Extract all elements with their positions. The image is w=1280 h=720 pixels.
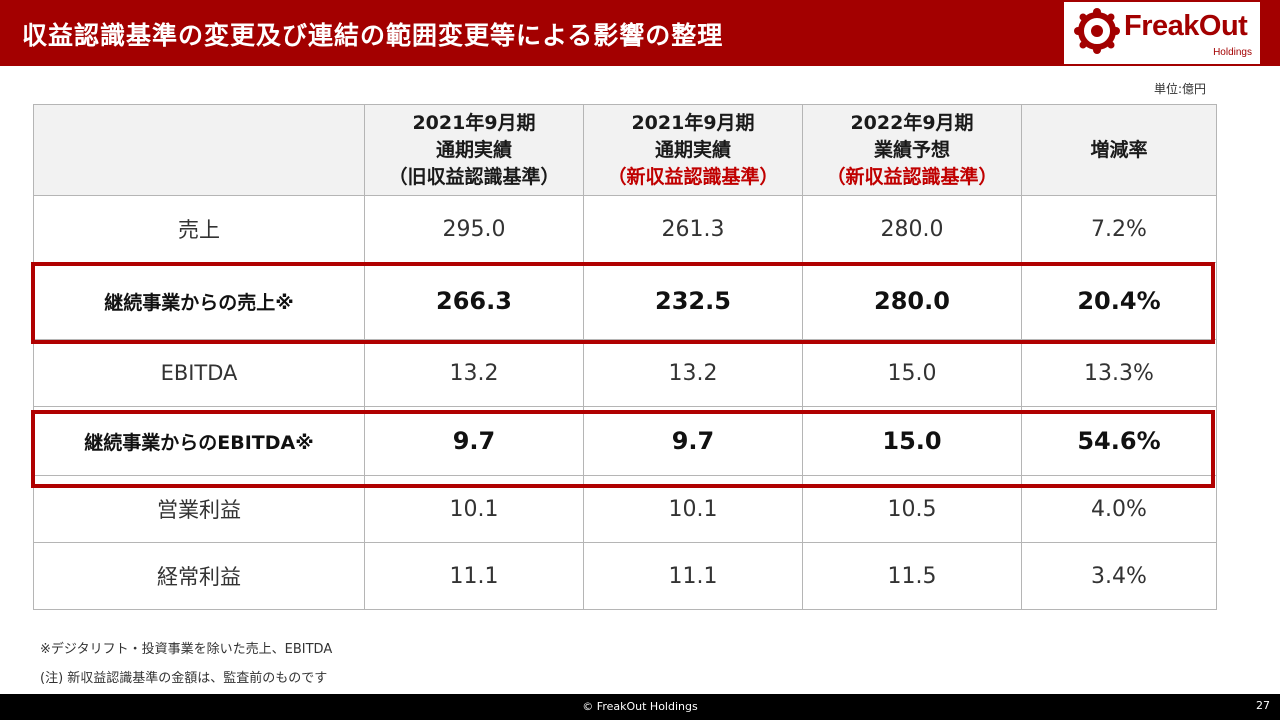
- header-col-1: 2021年9月期 通期実績 （新収益認識基準）: [583, 104, 803, 196]
- cell-value: 7.2%: [1021, 195, 1217, 263]
- cell-value: 11.1: [583, 542, 803, 610]
- table-row-sales: 売上 295.0 261.3 280.0 7.2%: [33, 195, 1217, 263]
- table-header-row: 2021年9月期 通期実績 （旧収益認識基準） 2021年9月期 通期実績 （新…: [33, 104, 1217, 196]
- cell-value: 280.0: [802, 262, 1022, 340]
- table-row-ebitda: EBITDA 13.2 13.2 15.0 13.3%: [33, 339, 1217, 407]
- footer-bar: © FreakOut Holdings 27: [0, 694, 1280, 720]
- footnote-2: (注) 新収益認識基準の金額は、監査前のものです: [40, 671, 328, 686]
- row-label: 売上: [33, 195, 365, 263]
- cell-value: 13.2: [364, 339, 584, 407]
- cell-value: 9.7: [364, 406, 584, 476]
- cell-value: 11.1: [364, 542, 584, 610]
- cell-value: 280.0: [802, 195, 1022, 263]
- cell-value: 10.1: [364, 475, 584, 543]
- header-bar: 収益認識基準の変更及び連結の範囲変更等による影響の整理 FreakOut Hol…: [0, 0, 1280, 66]
- row-label: 経常利益: [33, 542, 365, 610]
- logo-mark-icon: [1074, 8, 1120, 54]
- header-col-2: 2022年9月期 業績予想 （新収益認識基準）: [802, 104, 1022, 196]
- cell-value: 15.0: [802, 406, 1022, 476]
- table-row-continuing-sales: 継続事業からの売上※ 266.3 232.5 280.0 20.4%: [33, 262, 1217, 340]
- page-title: 収益認識基準の変更及び連結の範囲変更等による影響の整理: [22, 21, 724, 50]
- cell-value: 54.6%: [1021, 406, 1217, 476]
- cell-value: 295.0: [364, 195, 584, 263]
- cell-value: 9.7: [583, 406, 803, 476]
- cell-value: 10.1: [583, 475, 803, 543]
- unit-label: 単位:億円: [1153, 82, 1206, 96]
- cell-value: 10.5: [802, 475, 1022, 543]
- header-col-3: 増減率: [1021, 104, 1217, 196]
- cell-value: 266.3: [364, 262, 584, 340]
- logo-name: FreakOut: [1124, 10, 1248, 42]
- cell-value: 3.4%: [1021, 542, 1217, 610]
- header-col-0: 2021年9月期 通期実績 （旧収益認識基準）: [364, 104, 584, 196]
- row-label: 営業利益: [33, 475, 365, 543]
- company-logo: FreakOut Holdings: [1064, 2, 1260, 64]
- results-table: 2021年9月期 通期実績 （旧収益認識基準） 2021年9月期 通期実績 （新…: [33, 104, 1217, 610]
- row-label: 継続事業からのEBITDA※: [33, 406, 365, 476]
- cell-value: 13.3%: [1021, 339, 1217, 407]
- cell-value: 261.3: [583, 195, 803, 263]
- cell-value: 11.5: [802, 542, 1022, 610]
- table-row-ordinary-income: 経常利益 11.1 11.1 11.5 3.4%: [33, 542, 1217, 610]
- row-label: EBITDA: [33, 339, 365, 407]
- cell-value: 15.0: [802, 339, 1022, 407]
- logo-sub: Holdings: [1213, 47, 1252, 58]
- page-number: 27: [1256, 699, 1270, 712]
- table-row-continuing-ebitda: 継続事業からのEBITDA※ 9.7 9.7 15.0 54.6%: [33, 406, 1217, 476]
- cell-value: 4.0%: [1021, 475, 1217, 543]
- row-label: 継続事業からの売上※: [33, 262, 365, 340]
- cell-value: 13.2: [583, 339, 803, 407]
- header-empty-cell: [33, 104, 365, 196]
- cell-value: 20.4%: [1021, 262, 1217, 340]
- footnote-1: ※デジタリフト・投資事業を除いた売上、EBITDA: [40, 642, 333, 657]
- cell-value: 232.5: [583, 262, 803, 340]
- copyright: © FreakOut Holdings: [582, 700, 698, 713]
- table-row-operating-income: 営業利益 10.1 10.1 10.5 4.0%: [33, 475, 1217, 543]
